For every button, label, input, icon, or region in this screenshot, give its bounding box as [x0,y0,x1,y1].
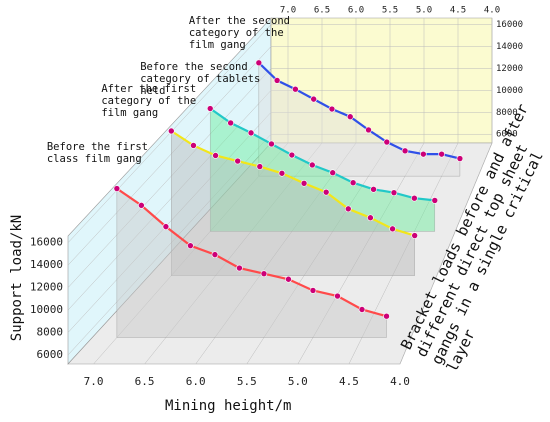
data-point [206,105,214,112]
y-tick-label: 16000 [30,236,63,249]
data-point [292,85,299,93]
data-point [310,95,317,103]
y-tick-label: 10000 [30,303,63,316]
x-tick-label: 4.5 [339,375,359,388]
data-point [411,194,418,202]
x-tick-label: 7.0 [84,375,104,388]
grid-line [67,112,492,333]
data-point [349,179,357,186]
grid-line [67,24,492,243]
series-label: After the second category of the film ga… [188,14,290,51]
data-point [367,214,374,222]
x-tick-label: 6.0 [186,375,206,388]
data-point [334,292,341,300]
grid-line [144,18,323,365]
y-axis-label: Support load/kN [9,214,26,342]
data-point [322,188,330,196]
x-tick-label-back: 4.5 [450,6,466,16]
data-point [212,152,219,159]
grid-line [297,18,425,365]
data-point [383,138,391,146]
y-tick-label-back: 6000 [496,130,518,140]
data-point [345,205,352,213]
data-point [328,105,336,113]
data-point [329,169,337,177]
data-point [438,150,445,158]
data-point [288,151,296,159]
x-tick-label: 5.5 [237,375,257,388]
y-tick-label-back: 14000 [496,42,523,52]
data-point [308,161,316,169]
x-tick-label: 5.0 [288,375,308,388]
data-point [285,275,292,283]
data-point [234,157,241,165]
data-point [300,179,308,187]
data-point [358,306,366,313]
grid-line [67,133,492,356]
data-point [383,312,390,320]
grid-line [67,68,492,288]
data-point [227,119,234,127]
x-tick-label-back: 6.5 [314,6,330,16]
series-line [170,130,415,237]
x-tick-label-back: 5.0 [416,6,432,16]
series-line [116,187,387,318]
data-point [138,202,145,209]
data-point [190,142,197,149]
series-label: After the first category of the film gan… [101,83,197,119]
data-point [211,251,219,258]
grid-line [67,90,492,311]
grid-line [195,18,357,365]
y-tick-label-back: 12000 [496,64,523,74]
grid-line [67,46,492,266]
series-line [209,107,435,202]
data-point [255,59,263,67]
grid-line [399,18,493,365]
y-tick-label: 14000 [30,258,63,271]
y-tick-label-back: 10000 [496,86,523,96]
data-point [389,225,396,233]
x-tick-label: 6.5 [135,375,155,388]
series-label: Before the first class film gang [46,140,149,165]
data-point [273,77,281,84]
data-point [420,150,427,158]
y-tick-label-back: 16000 [496,20,523,30]
x-tick-label-back: 4.0 [484,6,500,16]
data-point [346,113,354,121]
data-point [309,287,317,294]
data-point [268,140,275,148]
data-point [411,232,418,239]
data-point [431,197,439,204]
data-point [365,126,372,134]
data-point [187,242,194,249]
grid-line [93,18,289,365]
data-point [247,129,255,137]
data-point [256,163,264,170]
data-point [278,169,286,177]
data-point [390,189,398,196]
data-point [370,186,377,193]
y-tick-label-back: 8000 [496,108,518,118]
data-point [401,147,409,155]
x-tick-label-back: 6.0 [348,6,364,16]
x-tick-label: 4.0 [390,375,410,388]
x-tick-label-back: 7.0 [280,6,296,16]
y-tick-label: 8000 [37,326,64,339]
series-label: Before the second category of tablets he… [140,60,261,97]
data-point [162,223,170,230]
data-point [456,155,464,162]
y-tick-label: 6000 [37,348,64,361]
y-tick-label: 12000 [30,281,63,294]
x-tick-label-back: 5.5 [382,6,398,16]
x-axis-label: Mining height/m [165,398,292,414]
data-point [168,127,175,135]
data-point [260,270,268,277]
data-point [113,185,121,192]
grid-line [348,18,459,365]
data-point [236,264,243,272]
